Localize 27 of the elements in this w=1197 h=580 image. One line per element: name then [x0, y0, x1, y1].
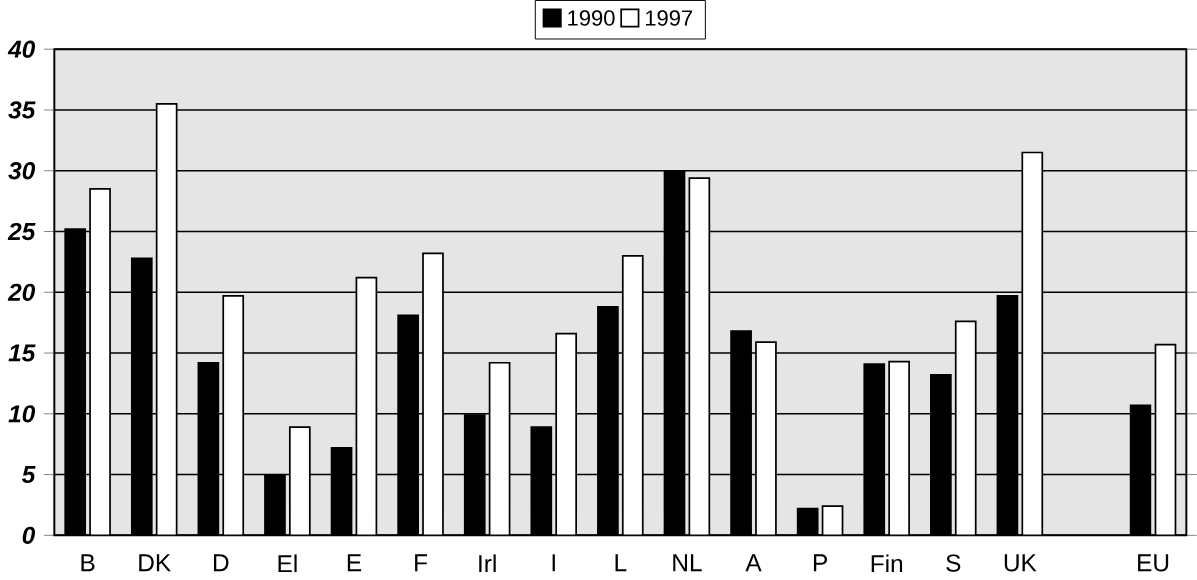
y-tick-label: 35 — [8, 101, 36, 119]
y-tick-label: 0 — [22, 526, 36, 544]
x-tick-label: E — [347, 554, 362, 572]
x-tick-label: Fin — [871, 554, 903, 572]
x-tick-label: L — [615, 554, 627, 572]
y-tick-label: 40 — [7, 40, 36, 58]
y-tick-label: 30 — [8, 162, 36, 180]
legend-label: 1997 — [645, 10, 693, 26]
legend-label: 1990 — [568, 10, 615, 26]
x-tick-label: S — [946, 554, 961, 572]
y-tick-label: 20 — [7, 283, 36, 301]
y-tick-label: 15 — [8, 344, 36, 362]
x-tick-label: F — [415, 554, 428, 572]
x-tick-label: NL — [673, 554, 702, 572]
x-tick-label: El — [278, 554, 297, 572]
x-tick-label: EU — [1138, 554, 1169, 572]
y-tick-label: 10 — [8, 405, 36, 423]
x-tick-label: UK — [1004, 554, 1037, 572]
x-tick-label: Irl — [479, 554, 496, 572]
x-tick-label: I — [552, 554, 555, 572]
x-tick-label: D — [213, 554, 229, 572]
x-tick-label: P — [813, 554, 827, 572]
x-tick-label: B — [81, 554, 95, 572]
x-tick-label: A — [745, 554, 762, 572]
y-tick-label: 25 — [7, 222, 36, 241]
x-tick-label: DK — [139, 554, 171, 572]
y-tick-label: 5 — [21, 465, 36, 483]
